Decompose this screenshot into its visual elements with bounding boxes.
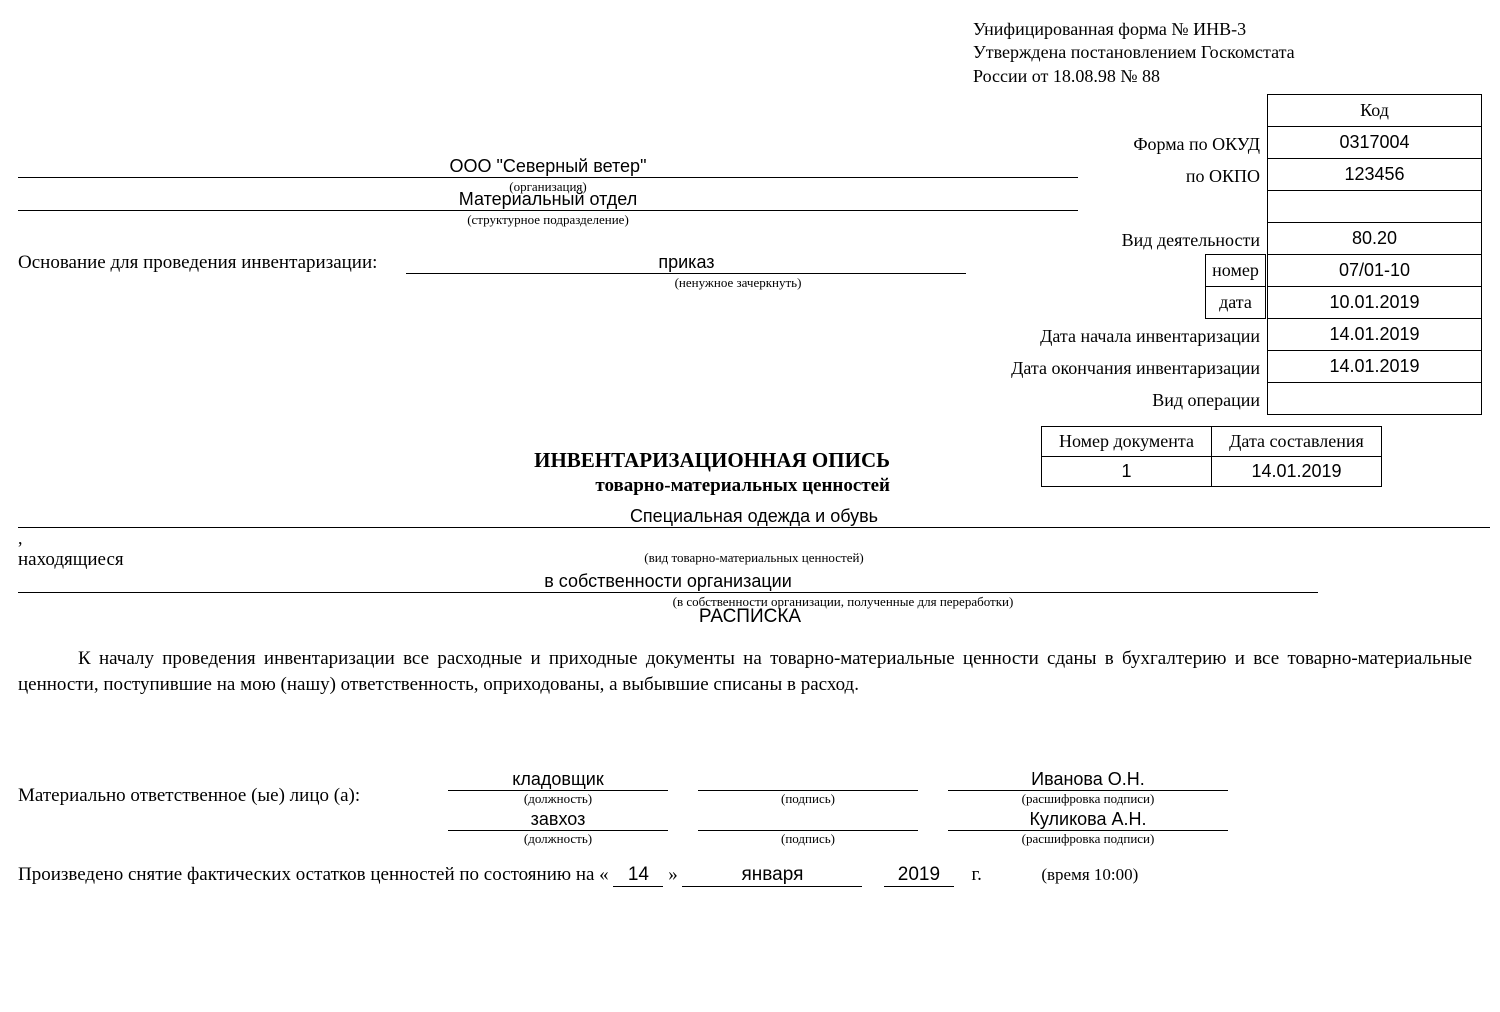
code-blank1 bbox=[1268, 191, 1482, 223]
doc-h2: Дата составления bbox=[1212, 427, 1382, 457]
title-2: товарно-материальных ценностей bbox=[18, 475, 890, 497]
dept-value: Материальный отдел bbox=[18, 189, 1078, 211]
snap-mid1: » bbox=[668, 864, 678, 885]
dept-sublabel: (структурное подразделение) bbox=[18, 212, 1078, 228]
own-line: находящиеся в собственности организации … bbox=[18, 549, 1482, 610]
snap-month: января bbox=[682, 864, 862, 887]
okpo-label: по ОКПО bbox=[1186, 166, 1260, 187]
basis-value: приказ bbox=[406, 252, 966, 274]
doc-date: 14.01.2019 bbox=[1212, 457, 1382, 487]
own-label: находящиеся bbox=[18, 549, 124, 570]
doc-num: 1 bbox=[1042, 457, 1212, 487]
form-header-line2: Утверждена постановлением Госкомстата bbox=[973, 41, 1482, 64]
okud-label: Форма по ОКУД bbox=[1133, 134, 1260, 155]
snap-day: 14 bbox=[613, 864, 663, 887]
own-value: в собственности организации bbox=[18, 571, 1318, 593]
snapshot-line: Произведено снятие фактических остатков … bbox=[18, 864, 1482, 887]
resp-pos-label-1: (должность) bbox=[448, 831, 668, 847]
activity-label: Вид деятельности bbox=[1122, 230, 1260, 251]
resp-1-sig bbox=[698, 809, 918, 831]
dept-line: Материальный отдел (структурное подразде… bbox=[18, 189, 1078, 228]
responsible-block: Материально ответственное (ые) лицо (а):… bbox=[18, 769, 1482, 849]
resp-0-name: Иванова О.Н. bbox=[948, 769, 1228, 791]
form-header-line1: Унифицированная форма № ИНВ-3 bbox=[973, 18, 1482, 41]
resp-name-label-0: (расшифровка подписи) bbox=[948, 791, 1228, 807]
form-header-line3: России от 18.08.98 № 88 bbox=[973, 65, 1482, 88]
resp-name-label-1: (расшифровка подписи) bbox=[948, 831, 1228, 847]
snap-suffix: г. bbox=[971, 864, 981, 885]
doc-h1: Номер документа bbox=[1042, 427, 1212, 457]
form-header: Унифицированная форма № ИНВ-3 Утверждена… bbox=[973, 18, 1482, 88]
resp-sig-label-0: (подпись) bbox=[698, 791, 918, 807]
numdate-box: номер дата bbox=[1205, 254, 1266, 319]
snap-prefix: Произведено снятие фактических остатков … bbox=[18, 864, 609, 885]
doc-table: Номер документа Дата составления 1 14.01… bbox=[1041, 426, 1382, 487]
basis-label: Основание для проведения инвентаризации: bbox=[18, 252, 377, 273]
type-value: Специальная одежда и обувь bbox=[18, 506, 1490, 528]
responsible-label: Материально ответственное (ые) лицо (а): bbox=[18, 785, 448, 807]
paragraph-text: К началу проведения инвентаризации все р… bbox=[18, 648, 1472, 695]
type-trailing: , bbox=[18, 528, 23, 548]
basis-line: Основание для проведения инвентаризации:… bbox=[18, 252, 1038, 291]
code-header: Код bbox=[1268, 95, 1482, 127]
title-block: ИНВЕНТАРИЗАЦИОННАЯ ОПИСЬ товарно-материа… bbox=[18, 448, 890, 497]
code-start: 14.01.2019 bbox=[1268, 319, 1482, 351]
resp-0-pos: кладовщик bbox=[448, 769, 668, 791]
resp-sig-label-1: (подпись) bbox=[698, 831, 918, 847]
receipt-paragraph: К началу проведения инвентаризации все р… bbox=[18, 646, 1472, 697]
title-1: ИНВЕНТАРИЗАЦИОННАЯ ОПИСЬ bbox=[18, 448, 890, 473]
receipt-title: РАСПИСКА bbox=[18, 606, 1482, 628]
resp-1-pos: завхоз bbox=[448, 809, 668, 831]
code-okud: 0317004 bbox=[1268, 127, 1482, 159]
org-value: ООО "Северный ветер" bbox=[18, 156, 1078, 178]
resp-1-name: Куликова А.Н. bbox=[948, 809, 1228, 831]
document-body: Код 0317004 123456 80.20 07/01-10 10.01.… bbox=[18, 94, 1482, 914]
code-end: 14.01.2019 bbox=[1268, 351, 1482, 383]
snap-time: (время 10:00) bbox=[1041, 865, 1138, 884]
basis-sublabel: (ненужное зачеркнуть) bbox=[458, 275, 1018, 291]
resp-pos-label-0: (должность) bbox=[448, 791, 668, 807]
code-okpo: 123456 bbox=[1268, 159, 1482, 191]
end-label: Дата окончания инвентаризации bbox=[1011, 358, 1260, 379]
code-date: 10.01.2019 bbox=[1268, 287, 1482, 319]
code-table: Код 0317004 123456 80.20 07/01-10 10.01.… bbox=[1267, 94, 1482, 415]
op-label: Вид операции bbox=[1152, 390, 1260, 411]
code-number: 07/01-10 bbox=[1268, 255, 1482, 287]
date-label-box: дата bbox=[1206, 287, 1266, 319]
code-op bbox=[1268, 383, 1482, 415]
number-label-box: номер bbox=[1206, 255, 1266, 287]
snap-year: 2019 bbox=[884, 864, 954, 887]
start-label: Дата начала инвентаризации bbox=[1040, 326, 1260, 347]
code-activity: 80.20 bbox=[1268, 223, 1482, 255]
resp-0-sig bbox=[698, 769, 918, 791]
